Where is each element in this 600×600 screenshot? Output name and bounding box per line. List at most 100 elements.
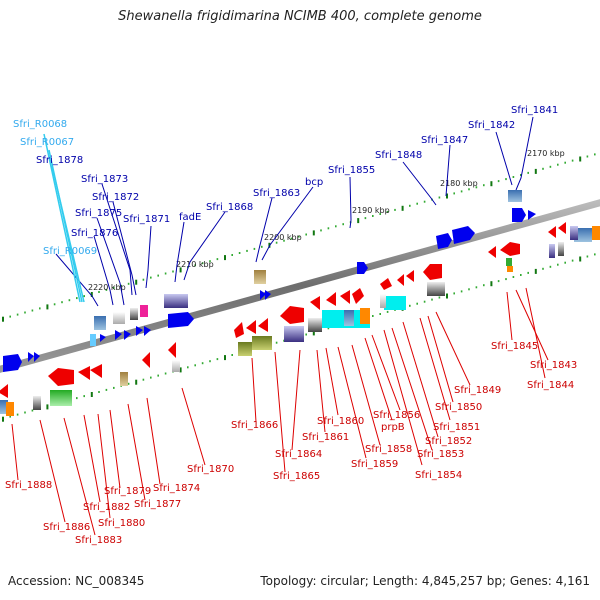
label-sfri-1858: Sfri_1858 <box>365 444 412 455</box>
gene-arrow <box>258 318 268 332</box>
track-dot <box>409 304 411 307</box>
track-dot <box>564 261 566 264</box>
track-dot <box>209 360 211 363</box>
track-dot <box>305 333 307 336</box>
track-dot <box>90 392 93 397</box>
track-dot <box>468 288 470 291</box>
track-dot <box>76 297 78 300</box>
track-dot <box>320 229 322 232</box>
track-dot <box>46 404 49 410</box>
track-dot <box>579 156 582 162</box>
label-sfri-1859: Sfri_1859 <box>351 459 398 470</box>
kbp-label-2190: 2190 kbp <box>352 206 390 215</box>
label-sfri-r0069: Sfri_R0069 <box>43 246 97 257</box>
track-dot <box>275 341 278 344</box>
gene-arrow <box>34 352 40 362</box>
accession-text: Accession: NC_008345 <box>8 574 145 588</box>
gene-fade-block <box>164 294 188 308</box>
track-dot <box>53 303 56 306</box>
track-dot <box>549 165 552 168</box>
gene-arrow <box>28 352 34 362</box>
track-dot <box>579 256 582 262</box>
track-dot <box>386 210 389 213</box>
track-dot <box>527 171 529 174</box>
rna-labels: Sfri_R0068 Sfri_R0067 Sfri_R0069 <box>13 119 97 257</box>
gene-sfri-1850-block <box>427 282 445 296</box>
gene-arrow <box>326 292 336 306</box>
label-sfri-1845: Sfri_1845 <box>491 341 538 352</box>
track-dot <box>105 288 108 291</box>
track-dot <box>290 237 293 240</box>
label-sfri-1883: Sfri_1883 <box>75 535 122 546</box>
label-sfri-1888: Sfri_1888 <box>5 480 52 491</box>
track-dot <box>127 282 130 285</box>
track-dot <box>238 252 241 254</box>
gene-sfri-1874-block <box>120 372 128 386</box>
gene-block <box>172 360 180 372</box>
track-dot <box>275 241 278 244</box>
track-dot <box>379 313 381 315</box>
label-sfri-1870: Sfri_1870 <box>187 464 234 475</box>
track-dot <box>416 202 418 205</box>
kbp-label-2220: 2220 kbp <box>88 283 126 292</box>
track-dot <box>83 295 85 298</box>
track-dot <box>24 411 26 414</box>
label-sfri-1864: Sfri_1864 <box>275 449 322 460</box>
track-dot <box>246 249 248 252</box>
track-dot <box>557 163 559 166</box>
gene-block <box>558 242 564 256</box>
track-dot <box>542 267 544 270</box>
label-sfri-1876: Sfri_1876 <box>71 228 118 239</box>
track-dot <box>24 311 26 314</box>
track-dot <box>594 253 596 256</box>
track-dot <box>98 391 100 393</box>
label-sfri-1879: Sfri_1879 <box>104 486 151 497</box>
kbp-label-2210: 2210 kbp <box>176 260 214 269</box>
track-dot <box>39 307 41 310</box>
track-dot <box>468 188 470 191</box>
track-dot <box>16 313 19 316</box>
track-dot <box>549 265 552 268</box>
track-dot <box>490 281 493 287</box>
gene-arrow <box>558 222 566 234</box>
gene-arrow <box>352 288 364 304</box>
track-dot <box>534 268 537 274</box>
gene-arrow <box>260 290 266 300</box>
track-dot <box>224 355 226 361</box>
track-dot <box>142 378 145 381</box>
label-prpb: prpB <box>381 422 405 433</box>
track-dot <box>194 364 196 367</box>
track-dot <box>534 168 537 174</box>
kbp-label-2180: 2180 kbp <box>440 179 478 188</box>
track-dot <box>327 327 330 330</box>
track-dot <box>120 284 122 287</box>
track-dot <box>423 200 426 203</box>
gene-block <box>592 226 600 240</box>
lower-leader-lines <box>11 287 549 536</box>
track-dot <box>16 413 19 416</box>
track-dot <box>505 278 507 281</box>
kbp-label-2200: 2200 kbp <box>264 233 302 242</box>
label-sfri-1878: Sfri_1878 <box>36 155 83 166</box>
gene-sfri-1847-arrow <box>436 233 452 249</box>
track-dot <box>150 276 152 279</box>
track-dot <box>135 279 138 285</box>
gene-sfri-1861-arrow <box>280 306 304 324</box>
gene-arrow <box>528 210 536 220</box>
gene-sfri-1865-block <box>238 342 252 356</box>
gene-block <box>33 396 41 410</box>
track-dot <box>283 239 285 242</box>
label-sfri-1865: Sfri_1865 <box>273 471 320 482</box>
gene-arrow <box>340 290 350 304</box>
label-sfri-1861: Sfri_1861 <box>302 432 349 443</box>
track-dot <box>571 159 574 162</box>
track-dot <box>453 292 455 295</box>
track-dot <box>157 374 159 377</box>
gene-sfri-1871-block <box>140 305 148 317</box>
lower-labels: Sfri_1845 Sfri_1843 Sfri_1844 Sfri_1849 … <box>5 341 577 546</box>
label-sfri-1848: Sfri_1848 <box>375 150 422 161</box>
gene-sfri-1853-block <box>384 296 406 310</box>
gene-arrow <box>397 274 404 286</box>
track-dot <box>379 213 381 215</box>
